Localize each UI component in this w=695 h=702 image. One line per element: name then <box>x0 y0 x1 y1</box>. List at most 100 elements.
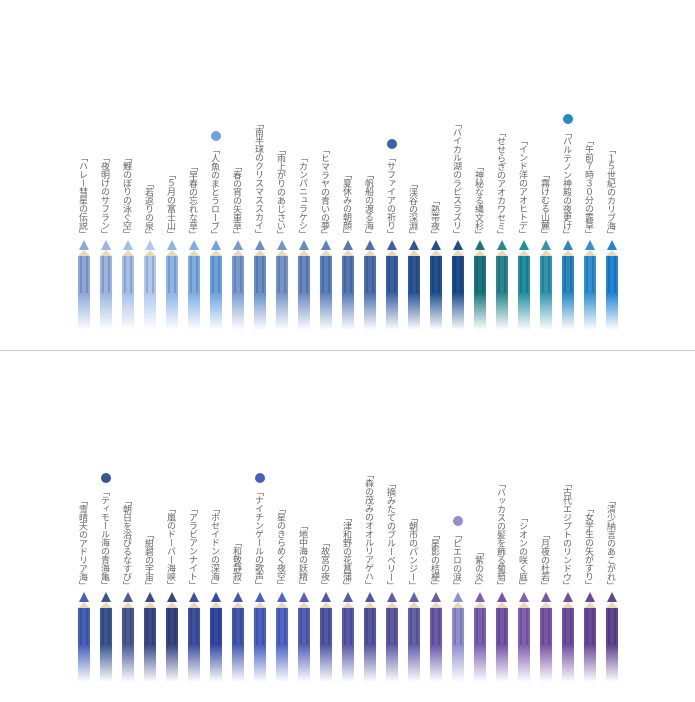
pencil-label: 「女学生の矢がすり」 <box>583 504 596 589</box>
pencil-label: 「夏休みの朝顔」 <box>341 170 354 238</box>
pencil <box>513 592 535 682</box>
pencil-body <box>496 608 508 682</box>
pencil <box>425 240 447 330</box>
pencil <box>117 240 139 330</box>
pencil <box>139 240 161 330</box>
label-item: 「南半球のクリスマススカイ」 <box>249 8 271 238</box>
pencil-body <box>474 608 486 682</box>
label-item: 「星影の桔梗」 <box>425 359 447 589</box>
pencil <box>469 240 491 330</box>
pencil-label: 「ハレー彗星の伝説」 <box>77 153 90 238</box>
bottom-labels: 「雪晴天のアドリア海」「ティモール海の青海亀」「朝日を浴びるなすび」「紺碧の宇宙… <box>0 359 695 589</box>
pencil-label: 「５月の富士山」 <box>165 170 178 238</box>
pencil-tip <box>101 240 111 250</box>
pencil-label: 「地中海の妖精」 <box>297 521 310 589</box>
label-item: 「渓谷の深淵」 <box>403 8 425 238</box>
pencil <box>161 240 183 330</box>
pencil-body <box>144 608 156 682</box>
pencil-body <box>78 608 90 682</box>
pencil-tip <box>321 592 331 602</box>
label-item: 「せせらぎのアオカワセミ」 <box>491 8 513 238</box>
label-item: 「熱帯夜」 <box>425 8 447 238</box>
pencil <box>557 240 579 330</box>
pencil-label: 「早春の忘れな草」 <box>187 162 200 239</box>
pencil-label: 「カンパニュラケシ」 <box>297 153 310 238</box>
pencil-body <box>408 608 420 682</box>
pencil-body <box>386 256 398 330</box>
pencil-label: 「人魚のまとうローブ」 <box>209 145 222 239</box>
label-item: 「月夜の杜若」 <box>535 359 557 589</box>
label-item: 「霧けむる山麓」 <box>535 8 557 238</box>
label-item: 「星のきらめく夜空」 <box>271 359 293 589</box>
pencil-body <box>518 608 530 682</box>
pencil <box>139 592 161 682</box>
pencil-label: 「渓谷の深淵」 <box>407 179 420 239</box>
pencil-body <box>276 256 288 330</box>
label-item: 「摘みたてのブルーベリー」 <box>381 359 403 589</box>
pencil <box>359 592 381 682</box>
pencil-tip <box>299 240 309 250</box>
pencil-tip <box>255 592 265 602</box>
pencil-tip <box>79 240 89 250</box>
pencil-tip <box>387 240 397 250</box>
label-item: 「紫の炎」 <box>469 359 491 589</box>
pencil <box>337 240 359 330</box>
pencil-tip <box>277 592 287 602</box>
pencil <box>447 592 469 682</box>
pencil <box>337 592 359 682</box>
highlight-dot <box>563 114 573 124</box>
label-item: 「早春の忘れな草」 <box>183 8 205 238</box>
pencil-body <box>474 256 486 330</box>
label-item: 「夜明けのサフラン」 <box>95 8 117 238</box>
pencil-label: 「古代エジプトのリンドウ」 <box>561 479 574 590</box>
pencil-tip <box>541 592 551 602</box>
pencil-body <box>408 256 420 330</box>
pencil <box>227 240 249 330</box>
pencil-tip <box>189 240 199 250</box>
pencil-label: 「バッカスの髪を飾る葡萄」 <box>495 479 508 590</box>
pencil-label: 「森の茂みのオオルリアゲハ」 <box>363 470 376 589</box>
pencil <box>557 592 579 682</box>
pencil-body <box>122 256 134 330</box>
pencil-label: 「霧けむる山麓」 <box>539 170 552 238</box>
pencil-tip <box>145 240 155 250</box>
pencil <box>227 592 249 682</box>
label-item: 「地中海の妖精」 <box>293 359 315 589</box>
label-item: 「午前７時３０分の露草」 <box>579 8 601 238</box>
highlight-dot <box>101 473 111 483</box>
pencil-tip <box>475 592 485 602</box>
pencil-tip <box>541 240 551 250</box>
pencil-tip <box>255 240 265 250</box>
label-item: 「鯉のぼりの泳ぐ空」 <box>117 8 139 238</box>
pencil-body <box>496 256 508 330</box>
label-item: 「帆船の渡る海」 <box>359 8 381 238</box>
pencil-tip <box>365 240 375 250</box>
pencil-label: 「インド洋のアオヒトデ」 <box>517 136 530 238</box>
pencil-label: 「ナイチンゲールの歌声」 <box>253 487 266 589</box>
pencil <box>381 592 403 682</box>
pencil-label: 「アラビアンナイト」 <box>187 504 200 589</box>
pencil-tip <box>431 240 441 250</box>
pencil-body <box>298 256 310 330</box>
pencil <box>249 592 271 682</box>
pencil-body <box>254 256 266 330</box>
pencil-label: 「夜明けのサフラン」 <box>99 153 112 238</box>
pencil-label: 「鯉のぼりの泳ぐ空」 <box>121 153 134 238</box>
pencil-label: 「せせらぎのアオカワセミ」 <box>495 128 508 239</box>
label-item: 「清少納言のあこがれ」 <box>601 359 623 589</box>
label-item: 「ヒマラヤの青いの夢」 <box>315 8 337 238</box>
pencil <box>469 592 491 682</box>
label-item: 「ポセイドンの深海」 <box>205 359 227 589</box>
pencil-tip <box>409 240 419 250</box>
pencil-body <box>298 608 310 682</box>
pencil-tip <box>233 592 243 602</box>
pencil <box>425 592 447 682</box>
label-item: 「若返りの泉」 <box>139 8 161 238</box>
pencil-body <box>430 608 442 682</box>
pencil-tip <box>343 240 353 250</box>
pencil-body <box>584 256 596 330</box>
pencil <box>403 592 425 682</box>
label-item: 「ナイチンゲールの歌声」 <box>249 359 271 589</box>
pencil <box>73 240 95 330</box>
pencil-tip <box>365 592 375 602</box>
